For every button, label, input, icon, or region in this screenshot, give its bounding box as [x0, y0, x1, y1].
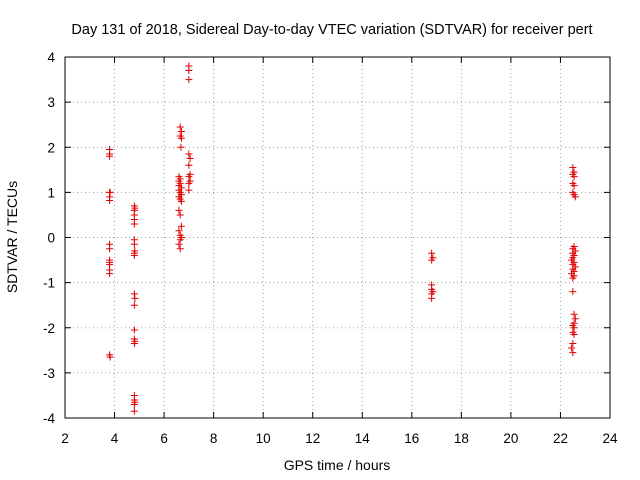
data-point: [571, 315, 579, 323]
x-tick-label: 16: [404, 431, 419, 446]
y-tick-label: 4: [47, 50, 55, 65]
y-tick-label: -2: [43, 321, 55, 336]
data-points: [106, 62, 579, 415]
data-point: [185, 67, 193, 75]
data-point: [569, 274, 577, 282]
data-point: [130, 407, 138, 415]
data-point: [569, 349, 577, 357]
chart-title: Day 131 of 2018, Sidereal Day-to-day VTE…: [71, 22, 592, 38]
data-point: [185, 186, 193, 194]
y-tick-label: 3: [47, 95, 55, 110]
data-point: [130, 340, 138, 348]
data-point: [570, 310, 578, 318]
data-point: [130, 220, 138, 228]
data-point: [185, 76, 193, 84]
x-tick-label: 24: [602, 431, 618, 446]
y-axis-label: SDTVAR / TECUs: [4, 181, 20, 293]
data-point: [130, 326, 138, 334]
x-tick-label: 2: [61, 431, 69, 446]
data-point: [176, 123, 184, 131]
data-point: [177, 143, 185, 151]
data-point: [106, 196, 114, 204]
data-point: [570, 182, 578, 190]
x-tick-label: 4: [111, 431, 119, 446]
data-point: [130, 252, 138, 260]
x-tick-label: 18: [454, 431, 469, 446]
x-tick-label: 10: [256, 431, 271, 446]
data-point: [130, 240, 138, 248]
data-point: [570, 173, 578, 181]
data-point: [569, 340, 577, 348]
data-point: [186, 155, 194, 163]
data-point: [106, 245, 114, 253]
y-tick-label: -4: [43, 411, 55, 426]
data-point: [130, 400, 138, 408]
y-tick-label: 0: [47, 231, 55, 246]
data-point: [569, 288, 577, 296]
data-point: [177, 134, 185, 142]
data-point: [130, 301, 138, 309]
data-point: [177, 222, 185, 230]
data-point: [185, 179, 193, 187]
y-tick-label: 1: [47, 185, 55, 200]
data-point: [177, 197, 185, 205]
data-point: [568, 344, 576, 352]
x-tick-label: 12: [305, 431, 320, 446]
x-tick-label: 6: [160, 431, 168, 446]
data-point: [571, 193, 579, 201]
data-point: [570, 331, 578, 339]
data-point: [177, 127, 185, 135]
y-tick-label: -1: [43, 276, 55, 291]
x-tick-label: 8: [210, 431, 218, 446]
data-point: [106, 270, 114, 278]
y-tick-label: -3: [43, 366, 55, 381]
data-point: [106, 152, 114, 160]
data-point: [185, 150, 193, 158]
x-tick-label: 14: [355, 431, 371, 446]
data-point: [106, 353, 114, 361]
data-point: [428, 249, 436, 257]
data-point: [185, 161, 193, 169]
data-point: [570, 324, 578, 332]
x-tick-label: 20: [503, 431, 518, 446]
data-point: [176, 236, 184, 244]
data-point: [428, 294, 436, 302]
data-point: [175, 240, 183, 248]
data-point: [428, 256, 436, 264]
x-tick-label: 22: [553, 431, 568, 446]
data-point: [569, 164, 577, 172]
x-axis-label: GPS time / hours: [284, 457, 391, 473]
y-tick-label: 2: [47, 140, 55, 155]
data-point: [131, 294, 139, 302]
data-point: [185, 173, 193, 181]
grid: [65, 57, 610, 418]
data-point: [176, 245, 184, 253]
data-point: [175, 227, 183, 235]
data-point: [175, 206, 183, 214]
data-point: [176, 211, 184, 219]
